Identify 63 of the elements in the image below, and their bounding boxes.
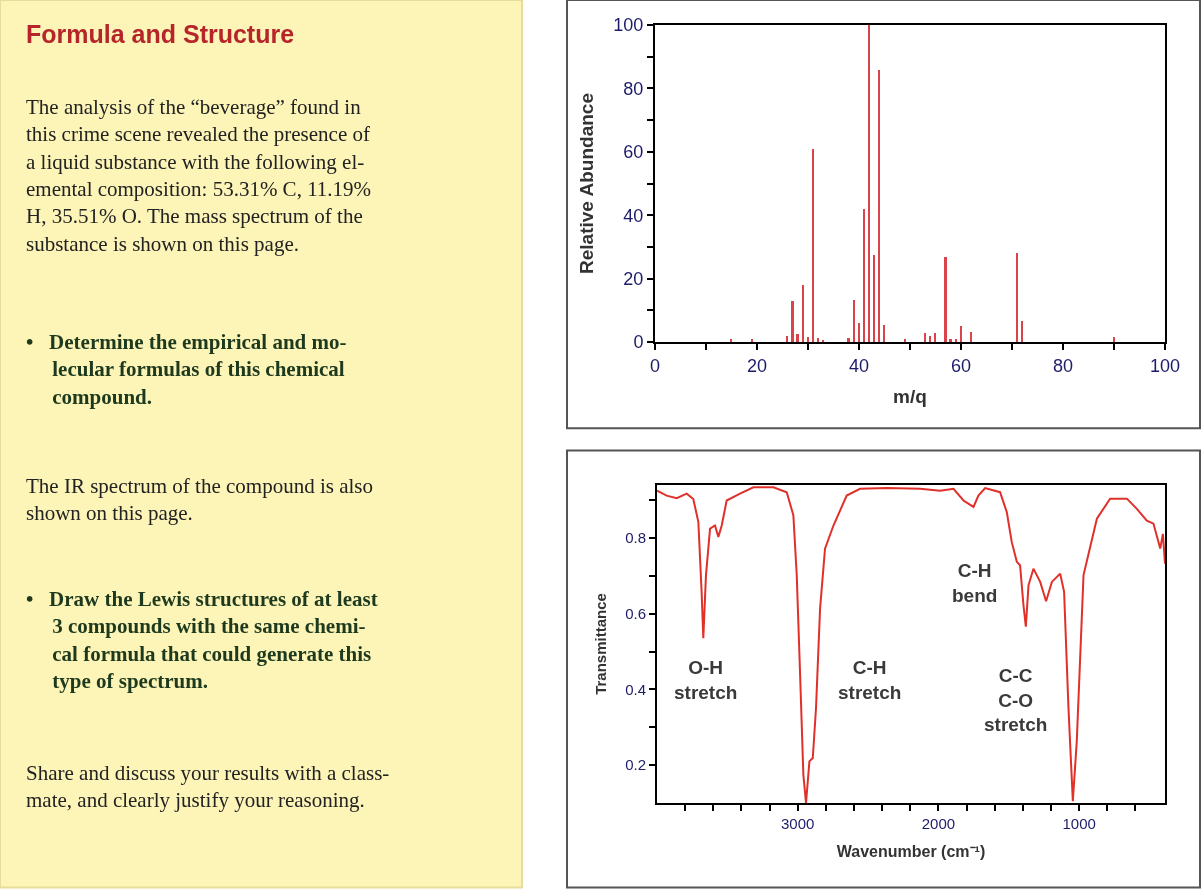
x-tick-label: 3000 [781, 815, 815, 832]
bar [807, 337, 809, 342]
y-tick-label: 20 [623, 268, 644, 289]
bar [934, 333, 936, 342]
x-tick-label: 40 [848, 355, 870, 376]
text: • Draw the Lewis structures of at least 3 compounds with the same chemi- cal formula that could generate this type of spectrum. [26, 587, 378, 693]
bar [883, 325, 885, 342]
bar [791, 301, 794, 342]
x-tick-label: 20 [746, 355, 768, 376]
bar [873, 255, 875, 342]
bar [863, 209, 865, 342]
bar [960, 326, 962, 342]
bar [817, 338, 819, 342]
x-tick-label: 0 [649, 355, 661, 376]
annotation: C-H stretch [838, 657, 902, 703]
y-tick-label: 80 [623, 78, 644, 99]
bar [847, 338, 850, 342]
bar [929, 336, 931, 342]
bar [858, 323, 860, 342]
x-tick-label: 60 [950, 355, 972, 376]
bar [955, 339, 957, 342]
text: • Determine the empirical and mo- lecular formulas of this chemical compound. [26, 330, 347, 409]
x-axis-title: Wavenumber (cm⁻¹) [836, 843, 986, 861]
y-tick-label: 0.6 [625, 604, 646, 622]
y-tick-label: 100 [613, 15, 644, 36]
bar [802, 285, 804, 342]
y-tick-label: 40 [623, 205, 644, 226]
bar [786, 336, 788, 342]
text: The analysis of the “beverage” found in this crime scene revealed the presence of a liquid substance with the following el- emental composition: 53.31% C, 11.19% H, 35.51% O. The mass spectrum of the substance is shown on this page. [26, 95, 372, 256]
y-tick-label: 0.2 [625, 756, 646, 774]
bar [730, 339, 732, 342]
y-tick-label: 60 [623, 142, 644, 163]
bar [949, 339, 952, 342]
x-tick-label: 1000 [1062, 815, 1096, 832]
annotation: O-H stretch [674, 657, 738, 703]
y-axis-title: Relative Abundance [575, 93, 597, 274]
y-tick-label: 0.8 [625, 529, 646, 547]
bar [1021, 321, 1023, 342]
bar [970, 332, 972, 342]
bar [751, 339, 753, 342]
bar [853, 300, 855, 342]
text: The IR spectrum of the compound is also shown on this page. [26, 474, 374, 526]
line-series [657, 486, 1165, 803]
x-tick-label: 100 [1149, 355, 1181, 376]
annotation: C-C C-O stretch [984, 665, 1048, 736]
bar [1016, 253, 1018, 342]
x-axis-title: m/q [893, 385, 927, 407]
text: Formula and Structure [26, 20, 295, 48]
bar [904, 339, 906, 342]
bar [796, 334, 799, 342]
y-tick-label: 0.4 [625, 680, 646, 698]
x-tick-label: 2000 [921, 815, 956, 832]
bar [878, 70, 880, 342]
bar [812, 149, 814, 342]
x-tick-label: 80 [1052, 355, 1074, 376]
bar [868, 25, 870, 342]
y-tick-label: 0 [633, 332, 644, 353]
bar [1113, 337, 1115, 342]
bar [944, 257, 947, 342]
y-axis-title: Transmittance [591, 593, 609, 695]
bar [924, 333, 926, 342]
annotation: C-H bend [952, 560, 998, 606]
text: Share and discuss your results with a class- mate, and clearly justify your reasoning. [26, 761, 390, 813]
